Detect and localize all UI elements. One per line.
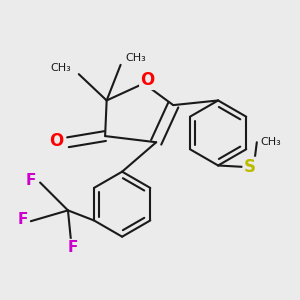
Text: F: F [26, 173, 36, 188]
Text: F: F [68, 240, 78, 255]
Text: O: O [49, 132, 63, 150]
Text: CH₃: CH₃ [50, 63, 71, 73]
Text: S: S [244, 158, 256, 176]
Text: F: F [18, 212, 28, 227]
Text: CH₃: CH₃ [125, 53, 146, 63]
Text: O: O [140, 71, 154, 89]
Text: CH₃: CH₃ [260, 136, 281, 147]
